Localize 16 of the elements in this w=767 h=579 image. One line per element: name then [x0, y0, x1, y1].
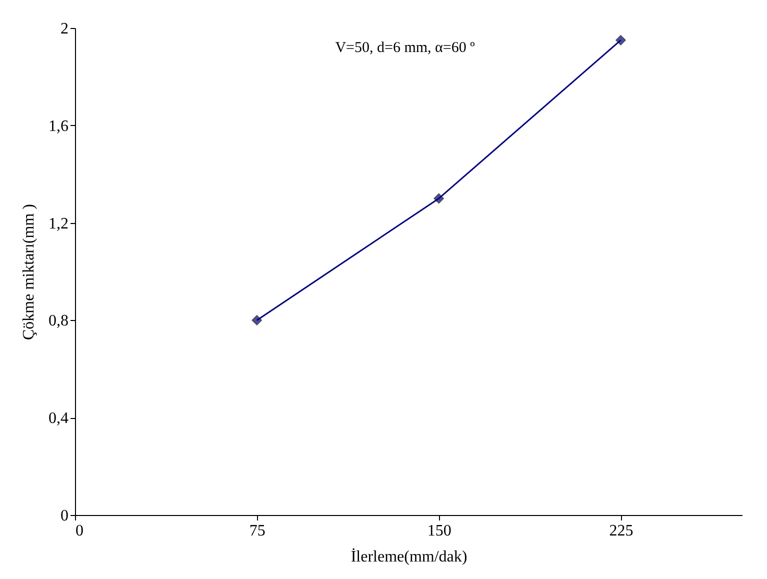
y-tick-label: 2: [60, 20, 68, 38]
y-tick-label: 0: [60, 508, 68, 524]
x-axis-title: İlerleme(mm/dak): [350, 548, 468, 566]
y-tick-label: 0,4: [48, 410, 68, 428]
x-tick-label: 0: [76, 522, 84, 540]
point: [434, 193, 444, 204]
point: [252, 315, 262, 326]
x-tick-label: 150: [427, 522, 452, 540]
point: [616, 35, 626, 46]
x-tick-label: 75: [249, 522, 266, 540]
y-axis-title: Çökme miktarı(mm ): [20, 204, 38, 340]
y-tick-label: 1,6: [48, 118, 68, 135]
annotation: V=50, d=6 mm, α=60 º: [335, 40, 476, 56]
y-tick-label: 1,2: [48, 215, 68, 232]
y-tick-label: 0,8: [48, 312, 68, 330]
x-tick-label: 225: [609, 522, 634, 540]
